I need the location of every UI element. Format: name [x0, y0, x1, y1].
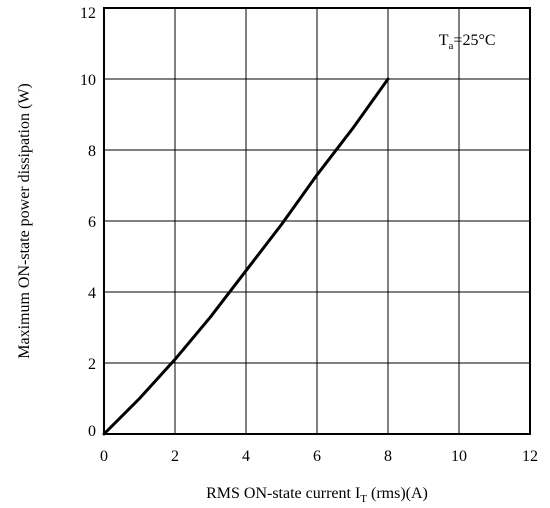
plot-frame	[103, 7, 531, 435]
x-tick-label: 4	[242, 448, 250, 465]
series-line	[102, 77, 390, 436]
x-tick-label: 8	[384, 448, 392, 465]
y-tick-label: 12	[80, 5, 96, 22]
x-axis-label-symbol: I	[355, 485, 360, 502]
x-axis-label: RMS ON-state current IT (rms)(A)	[206, 485, 428, 505]
x-tick-label: 6	[313, 448, 321, 465]
x-tick-label: 2	[171, 448, 179, 465]
annotation-text: =25°C	[453, 32, 495, 49]
y-tick-labels: 0 2 4 6 8 10 12	[80, 5, 96, 440]
y-tick-label: 10	[80, 72, 96, 89]
y-axis-label: Maximum ON-state power dissipation (W)	[16, 83, 33, 359]
y-tick-label: 2	[88, 356, 96, 373]
y-tick-label: 8	[88, 143, 96, 160]
x-tick-label: 12	[522, 448, 538, 465]
y-tick-label: 0	[88, 423, 96, 440]
x-axis-label-subscript: T	[360, 493, 367, 505]
x-tick-labels: 0 2 4 6 8 10 12	[100, 448, 538, 465]
x-tick-label: 0	[100, 448, 108, 465]
x-axis-label-text: RMS ON-state current	[206, 485, 351, 502]
grid-lines	[104, 8, 530, 434]
x-axis-label-suffix: (rms)(A)	[367, 485, 428, 502]
temperature-annotation: Ta=25°C	[439, 32, 496, 52]
y-tick-label: 4	[88, 285, 96, 302]
annotation-subscript: a	[449, 40, 454, 52]
y-tick-label: 6	[88, 214, 96, 231]
annotation-symbol: T	[439, 32, 449, 49]
x-tick-label: 10	[451, 448, 467, 465]
